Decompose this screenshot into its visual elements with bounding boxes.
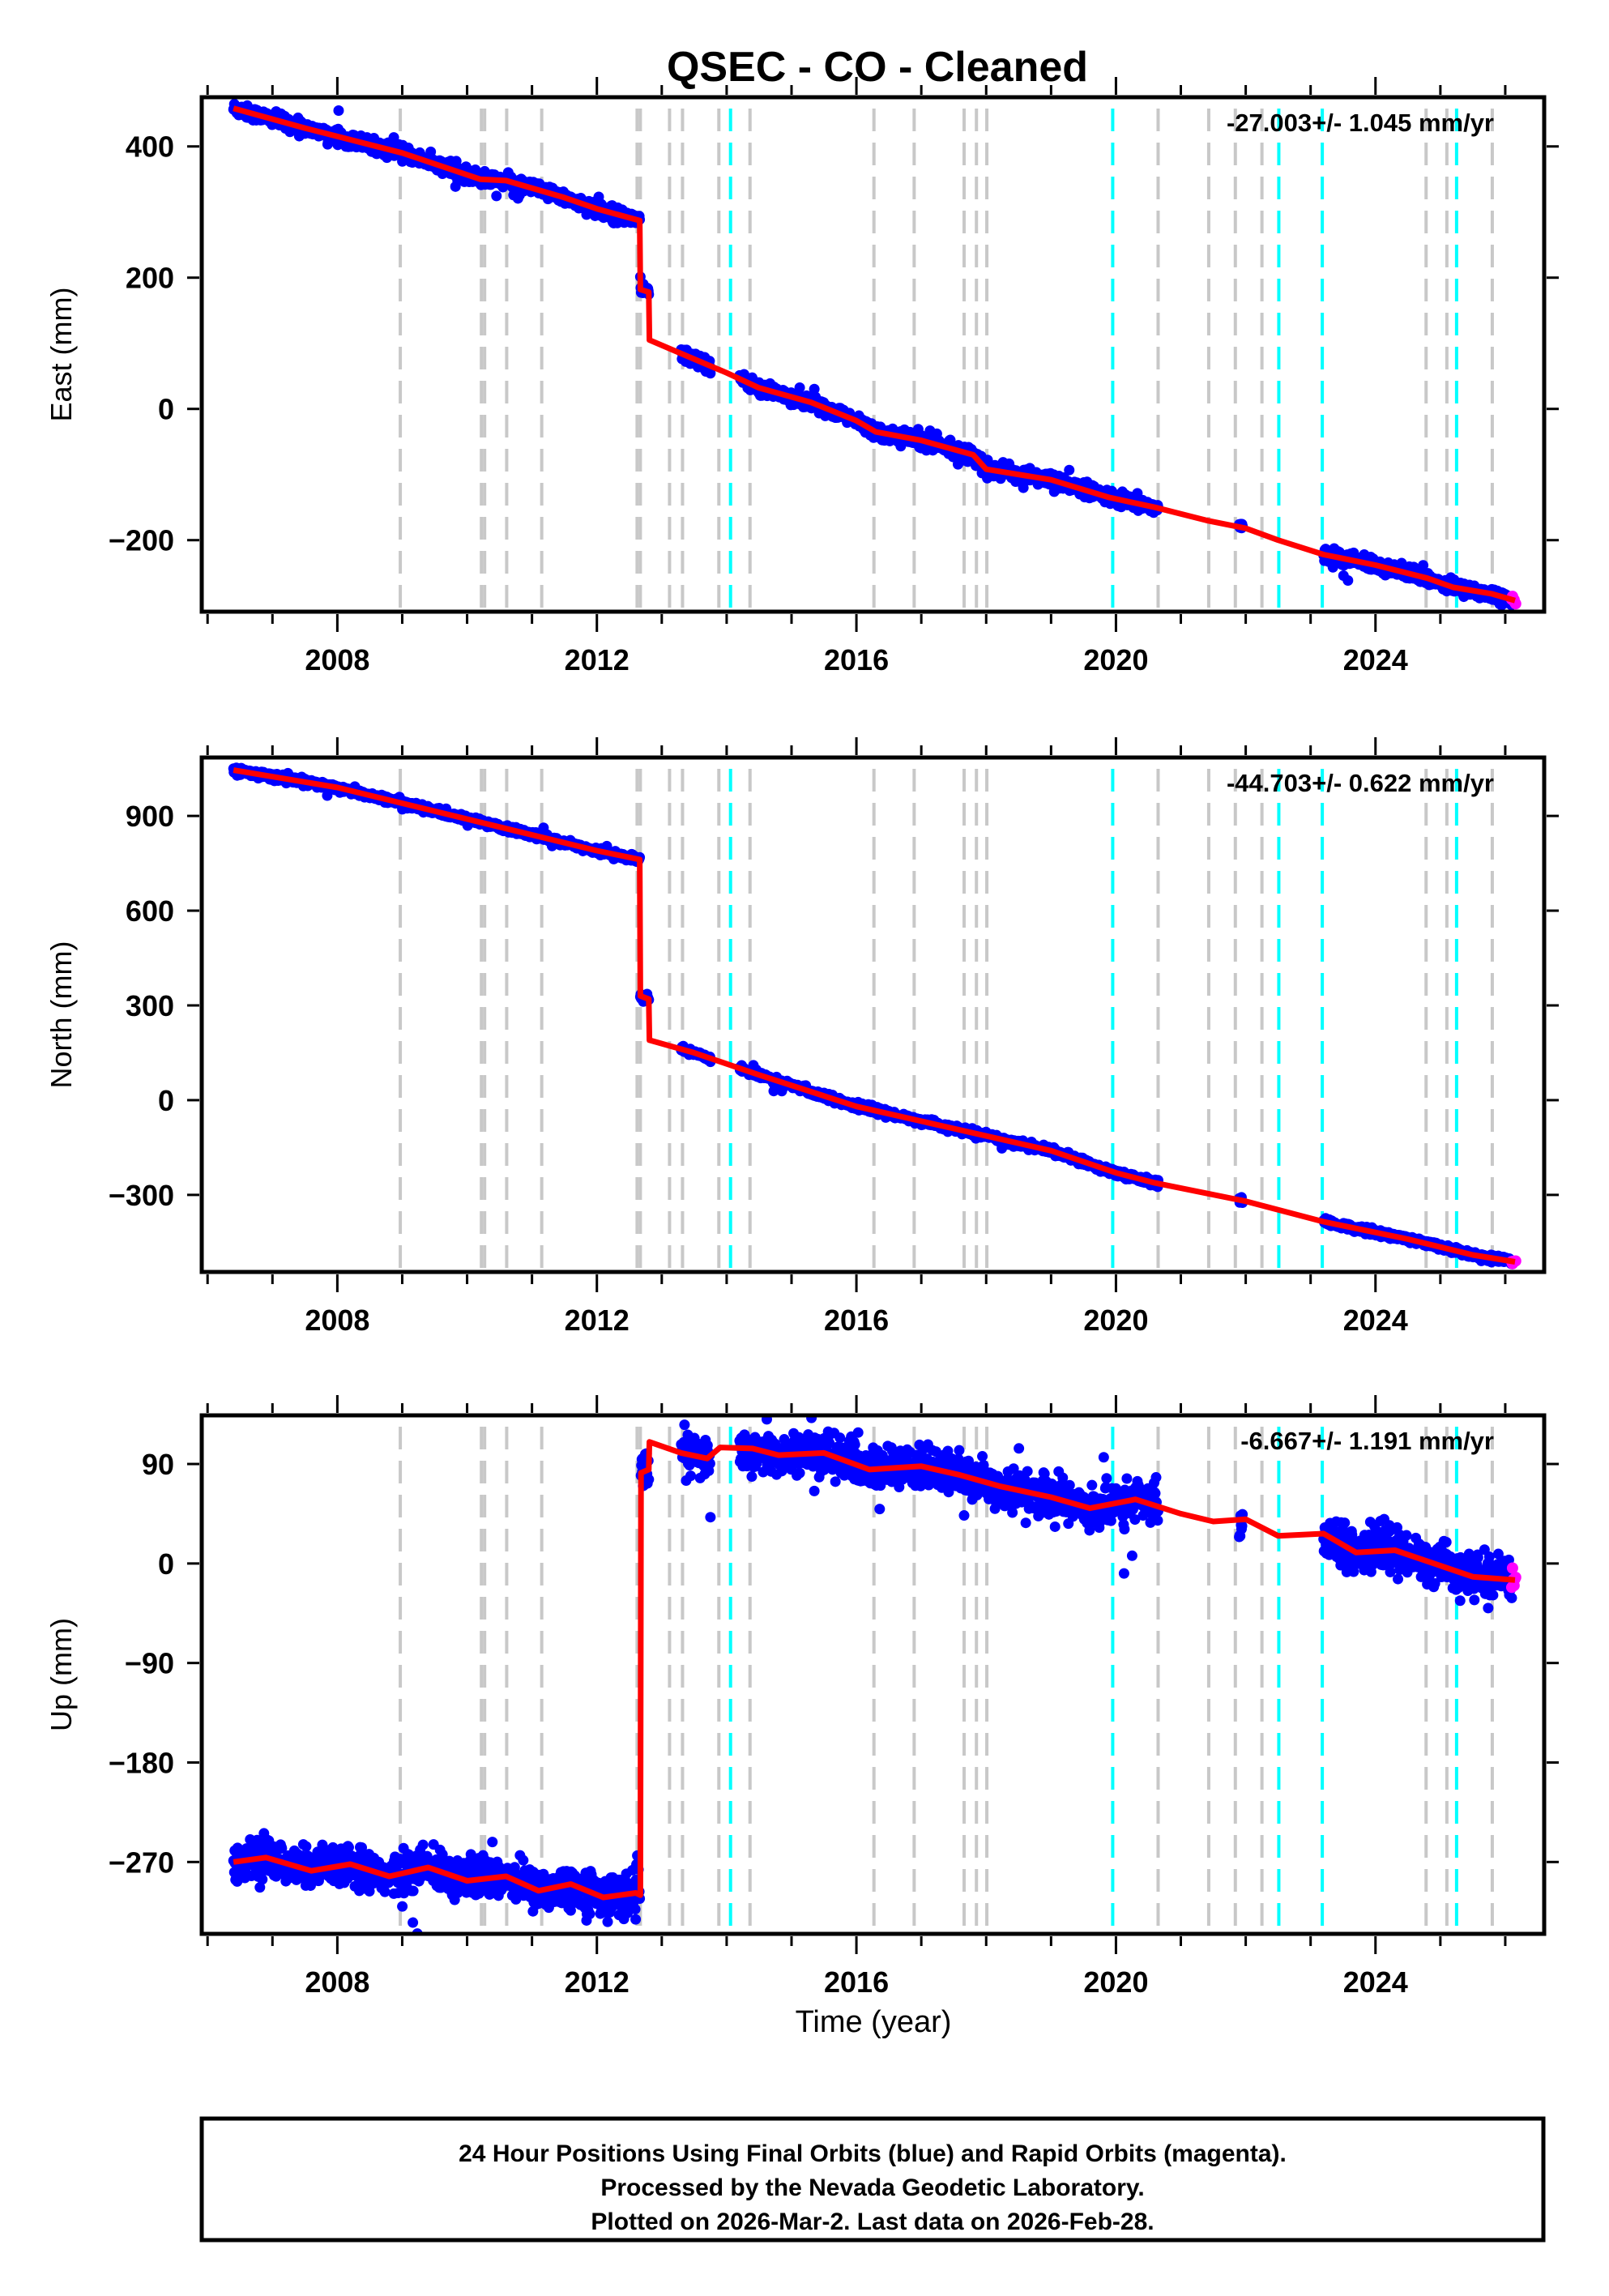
north-plot-area [228, 758, 1522, 1272]
final-orbit-point [1064, 464, 1075, 476]
figure-title: QSEC - CO - Cleaned [667, 44, 1088, 91]
x-tick-label: 2008 [305, 643, 369, 676]
final-orbit-point [809, 383, 820, 395]
final-orbit-point [1018, 482, 1029, 493]
east-plot-area [228, 97, 1522, 612]
final-orbit-point [1342, 574, 1354, 586]
north-panel: 2008 2012 2016 2020 2024−3000300600900North … [45, 737, 1559, 1337]
x-tick-label: 2020 [1083, 643, 1148, 676]
east-frame [199, 95, 1547, 614]
panels: 2008 2012 2016 2020 2024 −200 0 200 400 East (mm)… [45, 77, 1559, 1999]
y-tick-label: 400 [126, 130, 174, 164]
x-tick-label: 2012 [565, 643, 630, 676]
x-tick-label: 2016 [824, 643, 889, 676]
y-tick-label: 0 [158, 393, 174, 426]
final-orbit-point [705, 368, 716, 379]
y-tick-label: −200 [109, 524, 174, 557]
final-orbit-point [1418, 560, 1429, 571]
final-orbit-point [491, 190, 502, 202]
x-tick-label: 2024 [1343, 643, 1408, 676]
east-y-axis-label: East (mm) [45, 288, 78, 422]
east-panel: 2008 2012 2016 2020 2024 −200 0 200 400 East (mm)… [45, 77, 1559, 676]
final-orbit-point [794, 382, 805, 394]
east-rate-label: -27.003+/- 1.045 mm/yr [1227, 109, 1494, 137]
final-orbit-point [333, 105, 344, 116]
east-model-line [233, 105, 1516, 604]
y-tick-label: 200 [126, 262, 174, 295]
